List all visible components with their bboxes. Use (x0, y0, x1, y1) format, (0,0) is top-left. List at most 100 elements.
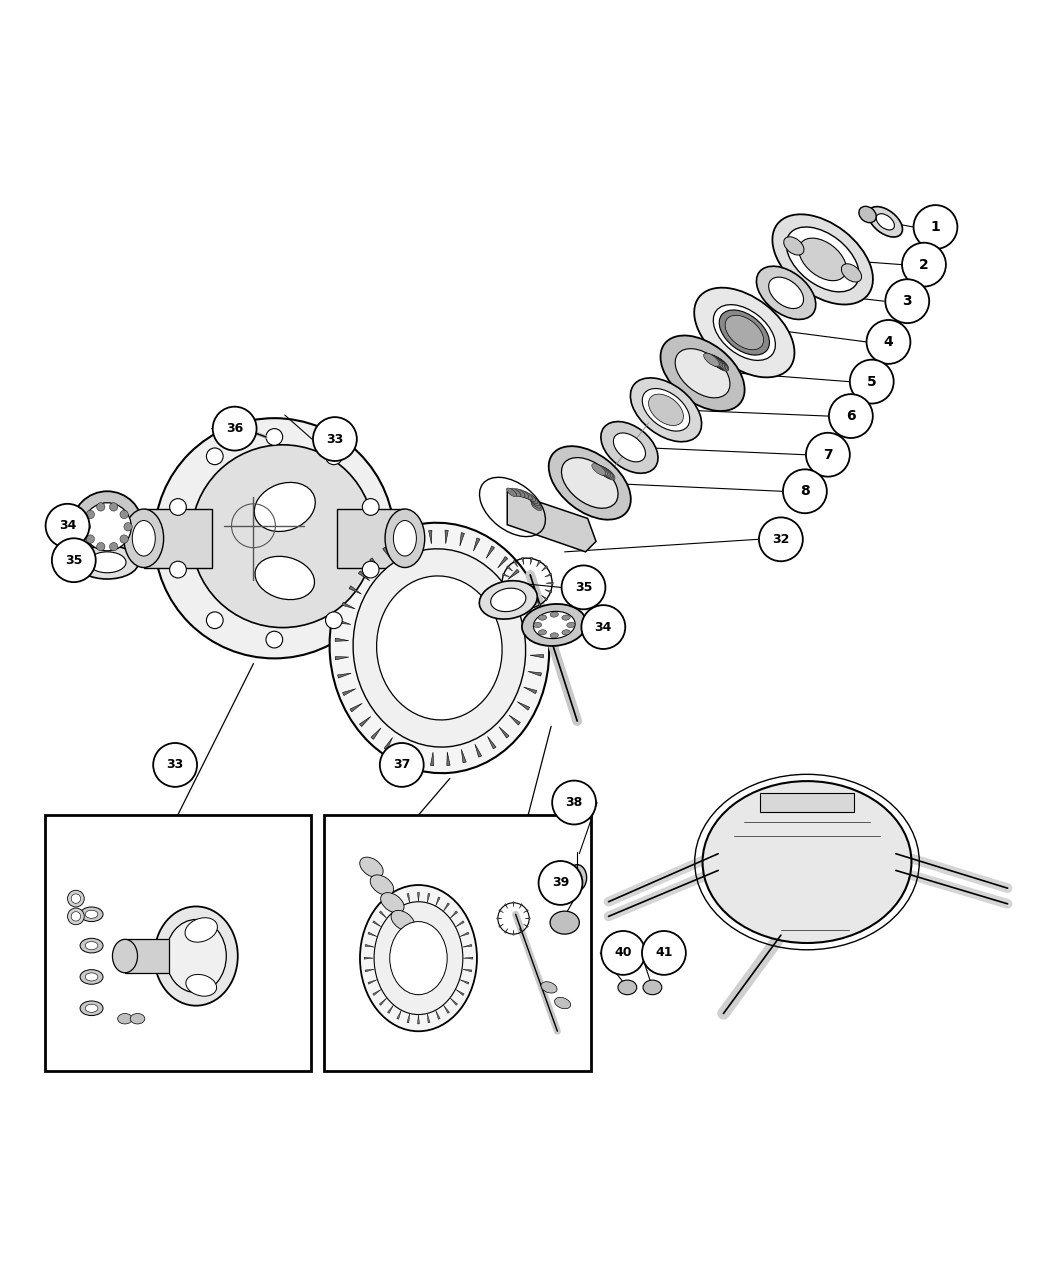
Ellipse shape (529, 497, 540, 506)
Wedge shape (512, 901, 514, 907)
Circle shape (866, 320, 910, 363)
Wedge shape (364, 958, 374, 959)
Wedge shape (387, 1005, 394, 1014)
Wedge shape (462, 945, 471, 947)
Ellipse shape (600, 467, 614, 479)
Ellipse shape (756, 266, 816, 320)
Circle shape (562, 565, 606, 609)
Wedge shape (399, 745, 405, 757)
Wedge shape (520, 928, 523, 933)
Wedge shape (335, 638, 349, 641)
Circle shape (582, 606, 625, 649)
Wedge shape (505, 904, 508, 909)
Circle shape (642, 931, 686, 975)
Ellipse shape (86, 510, 94, 519)
Wedge shape (474, 538, 480, 551)
Wedge shape (508, 570, 519, 579)
Bar (324, 815, 591, 1071)
Wedge shape (520, 904, 523, 909)
Wedge shape (359, 717, 371, 727)
Ellipse shape (120, 536, 128, 543)
Wedge shape (499, 909, 504, 913)
Wedge shape (428, 530, 432, 544)
Wedge shape (460, 932, 469, 937)
Wedge shape (418, 1015, 419, 1024)
Ellipse shape (530, 500, 541, 509)
Ellipse shape (549, 446, 631, 520)
Ellipse shape (353, 548, 526, 747)
Ellipse shape (191, 445, 374, 627)
Wedge shape (513, 560, 518, 567)
Ellipse shape (601, 422, 658, 473)
Ellipse shape (786, 227, 859, 292)
Circle shape (213, 407, 256, 450)
Wedge shape (509, 715, 521, 725)
Wedge shape (445, 530, 448, 543)
Wedge shape (450, 998, 458, 1005)
Circle shape (914, 205, 958, 249)
Ellipse shape (71, 912, 81, 921)
Ellipse shape (67, 890, 84, 907)
Ellipse shape (514, 488, 525, 497)
Wedge shape (397, 539, 404, 552)
Text: 4: 4 (884, 335, 894, 349)
Text: 37: 37 (393, 759, 411, 771)
Ellipse shape (595, 465, 609, 477)
Ellipse shape (86, 536, 94, 543)
Ellipse shape (255, 556, 315, 599)
Ellipse shape (713, 358, 729, 371)
Circle shape (266, 631, 282, 648)
Ellipse shape (124, 523, 132, 530)
Wedge shape (527, 618, 541, 622)
Wedge shape (387, 903, 394, 912)
Circle shape (902, 242, 946, 287)
Text: 33: 33 (327, 432, 343, 445)
Wedge shape (530, 602, 532, 609)
Circle shape (313, 417, 357, 462)
Ellipse shape (799, 238, 846, 280)
Ellipse shape (82, 523, 90, 530)
Ellipse shape (130, 1014, 145, 1024)
Ellipse shape (510, 488, 521, 497)
Wedge shape (530, 654, 544, 658)
Wedge shape (461, 750, 466, 762)
Wedge shape (371, 728, 381, 740)
Ellipse shape (562, 458, 618, 509)
Wedge shape (523, 601, 537, 607)
Wedge shape (430, 752, 434, 766)
Ellipse shape (109, 542, 118, 551)
Ellipse shape (562, 615, 570, 620)
Ellipse shape (704, 353, 719, 366)
Ellipse shape (132, 520, 155, 556)
Wedge shape (487, 737, 496, 748)
Circle shape (539, 861, 583, 905)
Wedge shape (350, 704, 362, 711)
Wedge shape (537, 599, 541, 606)
Circle shape (806, 432, 849, 477)
Text: 3: 3 (902, 295, 912, 309)
Ellipse shape (97, 502, 105, 511)
Wedge shape (436, 898, 440, 907)
Ellipse shape (859, 207, 877, 223)
Wedge shape (450, 910, 458, 918)
Ellipse shape (675, 348, 730, 398)
Ellipse shape (85, 1005, 98, 1012)
Ellipse shape (71, 894, 81, 903)
Ellipse shape (550, 912, 580, 935)
Wedge shape (382, 547, 392, 560)
Text: 36: 36 (226, 422, 244, 435)
Text: 5: 5 (867, 375, 877, 389)
Bar (144, 509, 212, 567)
Ellipse shape (719, 310, 770, 354)
Wedge shape (499, 924, 504, 927)
Text: 40: 40 (614, 946, 632, 959)
Polygon shape (507, 491, 596, 552)
Wedge shape (335, 657, 349, 660)
Ellipse shape (377, 576, 502, 720)
Text: 33: 33 (167, 759, 184, 771)
Ellipse shape (783, 237, 804, 255)
Ellipse shape (390, 922, 447, 994)
Ellipse shape (479, 580, 538, 620)
Wedge shape (427, 894, 430, 903)
Wedge shape (370, 558, 380, 569)
